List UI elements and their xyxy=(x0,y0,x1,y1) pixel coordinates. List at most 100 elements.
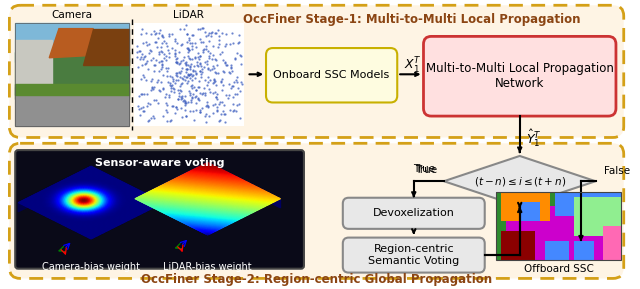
Point xyxy=(189,85,199,90)
Point xyxy=(160,95,170,99)
Point xyxy=(211,63,221,68)
Text: True: True xyxy=(415,164,438,175)
Point xyxy=(197,106,207,111)
Point xyxy=(177,82,187,87)
Point xyxy=(185,64,195,69)
Point xyxy=(179,54,189,59)
Point xyxy=(166,86,176,90)
Point xyxy=(200,29,211,34)
Point xyxy=(176,42,186,47)
Point xyxy=(195,97,205,102)
Text: OccFiner Stage-1: Multi-to-Multi Local Propagation: OccFiner Stage-1: Multi-to-Multi Local P… xyxy=(243,13,580,26)
Polygon shape xyxy=(15,87,129,126)
Point xyxy=(175,87,186,92)
Point xyxy=(139,55,149,59)
Point xyxy=(208,102,218,107)
Point xyxy=(157,41,168,45)
Point xyxy=(195,54,205,58)
Point xyxy=(176,95,186,100)
Point xyxy=(187,33,197,38)
Point xyxy=(173,97,184,101)
Point xyxy=(172,41,182,46)
Point xyxy=(237,81,247,86)
Point xyxy=(142,91,152,96)
Point xyxy=(193,54,203,59)
FancyBboxPatch shape xyxy=(424,36,616,116)
Text: Sensor-aware voting: Sensor-aware voting xyxy=(95,158,225,168)
Point xyxy=(185,65,195,69)
Point xyxy=(185,72,195,77)
Point xyxy=(175,71,185,75)
Polygon shape xyxy=(91,166,164,212)
Point xyxy=(157,86,168,90)
Point xyxy=(168,86,178,90)
Point xyxy=(204,66,214,70)
Point xyxy=(201,103,211,108)
Point xyxy=(203,103,213,108)
Point xyxy=(138,109,148,114)
Point xyxy=(214,100,225,104)
Point xyxy=(230,56,240,61)
Point xyxy=(169,90,179,95)
Point xyxy=(137,27,147,31)
Point xyxy=(207,29,217,34)
Point xyxy=(139,75,149,79)
Point xyxy=(173,62,184,67)
Point xyxy=(231,78,241,82)
Point xyxy=(180,78,190,82)
Point xyxy=(200,91,210,95)
FancyBboxPatch shape xyxy=(15,150,304,269)
Point xyxy=(156,80,166,85)
Point xyxy=(170,51,180,55)
Point xyxy=(157,34,167,39)
Point xyxy=(200,47,211,51)
Point xyxy=(223,96,233,101)
Point xyxy=(182,63,193,68)
Point xyxy=(173,97,183,101)
Point xyxy=(202,83,212,88)
Point xyxy=(157,65,167,69)
Text: OccFiner Stage-2: Region-centric Global Propagation: OccFiner Stage-2: Region-centric Global … xyxy=(141,273,492,286)
Point xyxy=(184,72,195,77)
Point xyxy=(184,89,194,94)
Point xyxy=(171,56,181,61)
Point xyxy=(163,65,173,70)
Point xyxy=(214,102,224,106)
Point xyxy=(198,40,208,45)
Point xyxy=(204,75,214,79)
Point xyxy=(201,34,211,39)
Point xyxy=(211,104,221,109)
Point xyxy=(153,36,163,41)
FancyBboxPatch shape xyxy=(545,240,570,260)
Point xyxy=(148,116,159,121)
Point xyxy=(180,23,191,28)
Point xyxy=(208,52,218,57)
Polygon shape xyxy=(15,84,129,95)
FancyBboxPatch shape xyxy=(506,207,604,260)
Point xyxy=(180,113,191,118)
Point xyxy=(181,74,191,79)
Point xyxy=(137,91,147,96)
Point xyxy=(189,64,199,69)
Point xyxy=(186,83,196,88)
Point xyxy=(154,69,164,73)
Point xyxy=(185,66,195,71)
Point xyxy=(177,65,187,70)
Point xyxy=(186,100,196,104)
Point xyxy=(177,42,187,47)
Point xyxy=(138,73,148,77)
Polygon shape xyxy=(208,162,280,208)
Point xyxy=(145,48,156,52)
Point xyxy=(161,108,171,112)
Point xyxy=(157,49,167,54)
Point xyxy=(188,33,198,38)
Point xyxy=(171,60,181,64)
Point xyxy=(211,58,221,62)
FancyBboxPatch shape xyxy=(521,202,540,221)
Point xyxy=(141,40,152,44)
Point xyxy=(168,77,178,81)
Point xyxy=(236,62,246,67)
Point xyxy=(232,51,242,55)
Point xyxy=(216,80,227,84)
Point xyxy=(144,51,154,55)
